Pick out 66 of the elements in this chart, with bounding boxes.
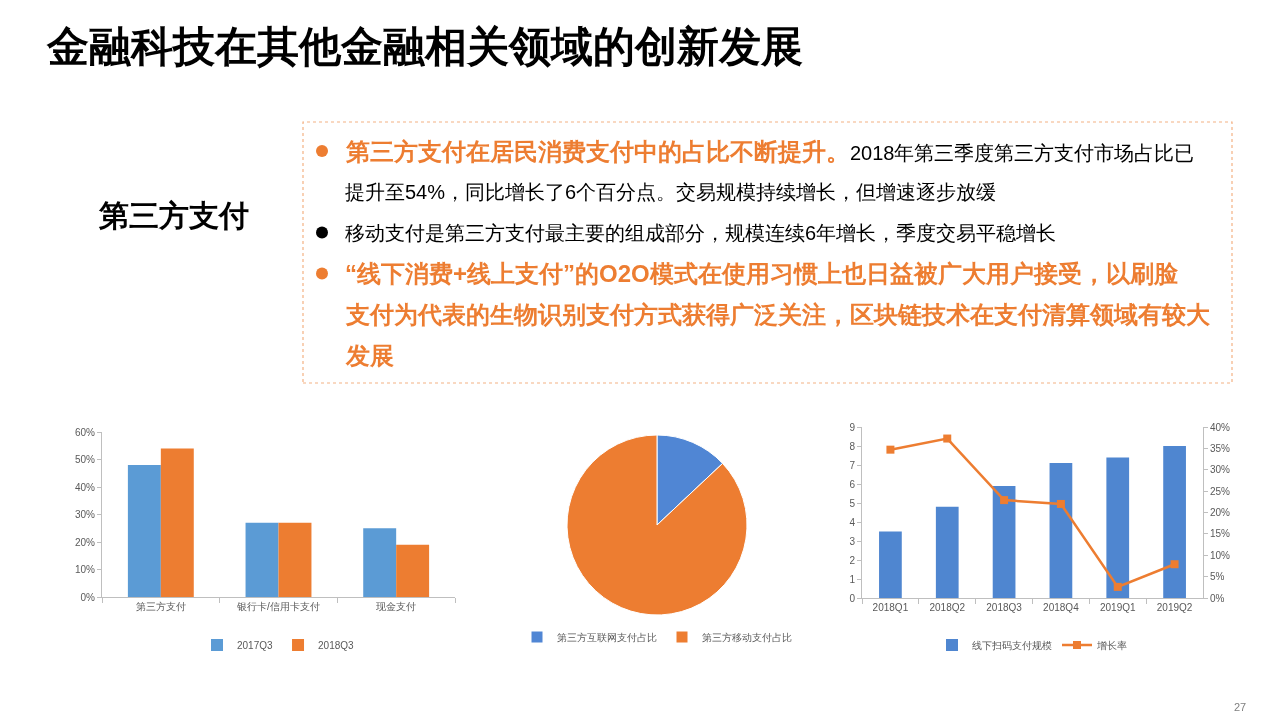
y2-tick-label: 30% <box>1210 464 1231 476</box>
legend-label: 2017Q3 <box>237 639 274 651</box>
bar <box>1049 463 1073 598</box>
y-tick-label: 30% <box>74 509 96 520</box>
y2-tick-label: 40% <box>1210 421 1231 433</box>
text: 第三方支付在居民消费支付中的占比不断提升。 <box>345 138 850 165</box>
point <box>943 434 952 443</box>
x-tick-label: 现金支付 <box>376 601 417 612</box>
bar <box>127 465 161 597</box>
point <box>1000 496 1009 505</box>
y-tick-label: 5 <box>849 497 856 509</box>
y-tick-label: 7 <box>849 459 856 471</box>
bar <box>278 522 312 597</box>
point <box>1056 499 1065 508</box>
x-tick-label: 2018Q4 <box>1043 602 1080 613</box>
y-tick-label: 6 <box>849 478 856 490</box>
bar <box>1106 457 1130 598</box>
y-tick-label: 40% <box>74 481 96 493</box>
text: 金融科技在其他金融相关领域的创新发展 <box>46 23 803 70</box>
y-tick-label: 50% <box>74 454 96 465</box>
x-tick-label: 2018Q1 <box>872 602 909 613</box>
y2-tick-label: 0% <box>1210 592 1225 604</box>
y-tick-label: 4 <box>849 516 856 528</box>
legend-label: 增长率 <box>1096 639 1127 651</box>
bar <box>879 531 902 598</box>
x-tick-label: 银行卡/信用卡支付 <box>236 601 320 612</box>
bar <box>396 544 430 597</box>
x-tick-label: 2019Q2 <box>1156 602 1193 613</box>
x-tick-label: 2019Q1 <box>1099 602 1136 613</box>
bar <box>935 506 959 598</box>
y-tick-label: 0 <box>849 592 856 604</box>
y2-tick-label: 10% <box>1210 549 1231 561</box>
bar <box>1163 446 1186 598</box>
legend-label: 第三方移动支付占比 <box>702 631 792 643</box>
point <box>1170 560 1179 569</box>
y2-tick-label: 20% <box>1210 507 1231 518</box>
bar <box>992 485 1016 598</box>
y-tick-label: 3 <box>849 535 856 547</box>
y-tick-label: 20% <box>74 536 96 548</box>
x-tick-label: 2018Q3 <box>986 602 1023 613</box>
y-tick-label: 1 <box>849 573 856 585</box>
point <box>1113 582 1122 591</box>
y-tick-label: 2 <box>849 554 856 566</box>
legend-label: 2018Q3 <box>318 639 355 651</box>
y2-tick-label: 25% <box>1210 485 1231 497</box>
y2-tick-label: 5% <box>1210 571 1225 583</box>
legend-label: 线下扫码支付规模 <box>972 639 1052 651</box>
bar <box>363 528 397 597</box>
y-tick-label: 8 <box>849 440 856 452</box>
x-tick-label: 2018Q2 <box>929 602 966 613</box>
bar <box>245 522 279 597</box>
y-tick-label: 60% <box>74 426 96 438</box>
text: 移动支付是第三方支付最主要的组成部分，规模连续6年增长，季度交易平稳增长 <box>345 222 1057 244</box>
y2-tick-label: 15% <box>1210 528 1231 540</box>
point <box>886 445 895 454</box>
text: “线下消费+线上支付”的O2O模式在使用习惯上也日益被广大用户接受，以刷脸支付为代表的生物识别支付方式获得广泛关注，区块链技术在支付清算领域有较大发展 <box>345 260 1211 369</box>
y-tick-label: 10% <box>74 564 96 575</box>
y-tick-label: 0% <box>80 591 96 603</box>
x-tick-label: 第三方支付 <box>135 601 186 612</box>
bar <box>160 448 194 597</box>
pie-slice <box>566 434 748 616</box>
legend-label: 第三方互联网支付占比 <box>557 631 657 643</box>
y2-tick-label: 35% <box>1210 442 1231 454</box>
text: 第三方支付 <box>98 199 249 232</box>
text: 27 <box>1234 701 1247 713</box>
y-tick-label: 9 <box>849 421 856 433</box>
